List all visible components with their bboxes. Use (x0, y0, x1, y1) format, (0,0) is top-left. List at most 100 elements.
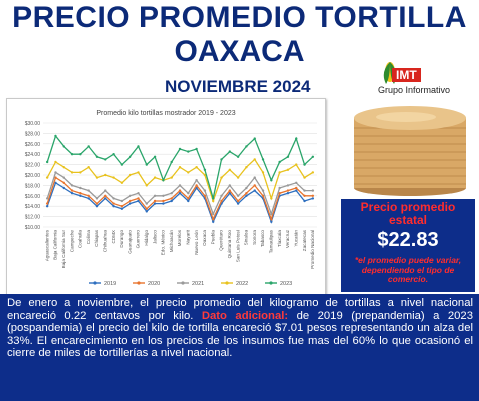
summary-paragraph-1: De enero a noviembre, el precio promedio… (7, 297, 473, 322)
x-tick-label: CDMX (111, 230, 116, 244)
data-point-2023 (253, 137, 256, 140)
data-point-2022 (170, 176, 173, 179)
price-value: $22.83 (377, 229, 439, 251)
logo-subtitle: Grupo Informativo (378, 85, 451, 95)
x-tick-label: Promedio Nacional (310, 230, 315, 269)
data-point-2020 (303, 194, 306, 197)
x-tick-label: Durango (119, 230, 124, 248)
legend-label-2022: 2022 (236, 281, 248, 287)
data-point-2022 (261, 171, 265, 174)
data-point-2022 (311, 171, 315, 174)
data-point-2020 (137, 197, 140, 200)
x-tick-label: Baja California Sur (61, 230, 66, 269)
data-point-2023 (62, 145, 65, 148)
data-point-2020 (70, 189, 74, 192)
chart-title: Promedio kilo tortillas mostrador 2019 -… (96, 110, 235, 117)
data-point-2022 (212, 199, 215, 203)
data-point-2021 (220, 194, 223, 197)
y-tick-label: $14.00 (25, 204, 41, 210)
data-point-2019 (153, 202, 157, 205)
additional-data-label: Dato adicional: (201, 309, 289, 322)
data-point-2021 (153, 194, 157, 197)
data-point-2022 (236, 176, 240, 179)
y-tick-label: $28.00 (25, 131, 41, 137)
data-point-2019 (162, 202, 165, 205)
tortilla-stack-image (354, 106, 466, 196)
x-tick-label: Campeche (69, 230, 74, 253)
x-tick-label: Edo. México (161, 230, 166, 256)
summary-paragraph-2: de 2019 (prepandemia) a 2023 (pospandemi… (7, 309, 473, 360)
data-point-2022 (79, 171, 82, 174)
data-point-2019 (270, 220, 273, 223)
legend-marker-2020 (137, 281, 141, 285)
data-point-2020 (278, 192, 281, 195)
data-point-2021 (286, 184, 290, 187)
data-point-2019 (228, 192, 232, 195)
data-point-2023 (54, 134, 57, 138)
x-tick-label: Colima (86, 230, 91, 245)
data-point-2023 (137, 145, 140, 148)
data-point-2020 (79, 192, 82, 195)
data-point-2019 (95, 205, 99, 208)
data-point-2022 (295, 163, 298, 166)
data-point-2022 (195, 166, 198, 169)
data-point-2022 (245, 166, 248, 169)
data-point-2020 (162, 199, 165, 203)
x-tick-label: Chihuahua (102, 230, 107, 253)
data-point-2021 (212, 212, 215, 216)
data-point-2021 (203, 189, 207, 192)
data-point-2022 (178, 166, 182, 169)
x-tick-label: Tabasco (260, 230, 265, 248)
data-point-2020 (286, 189, 290, 192)
data-point-2023 (236, 155, 240, 158)
data-point-2022 (62, 166, 65, 169)
data-point-2023 (145, 163, 148, 166)
data-point-2019 (79, 194, 82, 197)
data-point-2021 (70, 184, 74, 187)
data-point-2021 (112, 197, 115, 200)
x-tick-label: Chiapas (94, 229, 99, 247)
data-point-2019 (112, 205, 115, 208)
data-point-2023 (79, 153, 82, 156)
data-point-2021 (261, 189, 265, 192)
data-point-2020 (295, 186, 298, 190)
data-point-2021 (95, 197, 99, 200)
data-point-2021 (270, 212, 273, 216)
data-point-2021 (303, 189, 306, 192)
data-point-2021 (128, 194, 132, 197)
data-point-2021 (253, 176, 256, 179)
data-point-2022 (220, 176, 223, 179)
data-point-2023 (178, 147, 182, 151)
data-point-2021 (311, 189, 315, 192)
data-point-2019 (253, 189, 256, 192)
x-tick-label: San Luis Potosí (235, 229, 240, 262)
data-point-2020 (311, 194, 315, 197)
data-point-2023 (187, 150, 190, 153)
data-point-2022 (270, 197, 273, 200)
data-point-2022 (203, 173, 207, 177)
data-point-2023 (162, 179, 165, 182)
x-tick-label: Quintana Roo (227, 230, 232, 259)
data-point-2022 (112, 176, 115, 179)
data-point-2019 (245, 194, 248, 197)
data-point-2021 (62, 176, 65, 179)
data-point-2023 (220, 158, 223, 161)
legend-label-2023: 2023 (280, 281, 292, 287)
x-tick-label: Zacatecas (302, 229, 307, 251)
imt-logo (378, 58, 458, 108)
legend-marker-2019 (93, 281, 97, 285)
data-point-2020 (104, 194, 107, 197)
data-point-2023 (261, 158, 265, 161)
data-point-2023 (212, 197, 215, 200)
data-point-2020 (170, 197, 173, 200)
data-point-2023 (120, 163, 124, 166)
data-point-2022 (87, 166, 90, 169)
data-point-2021 (245, 186, 248, 190)
x-tick-label: Nayarit (186, 229, 191, 244)
data-point-2021 (228, 184, 232, 187)
data-point-2020 (128, 199, 132, 203)
data-point-2021 (45, 197, 49, 200)
data-point-2019 (128, 202, 132, 205)
data-point-2020 (203, 194, 207, 197)
x-tick-label: Tlaxcala (277, 230, 282, 248)
